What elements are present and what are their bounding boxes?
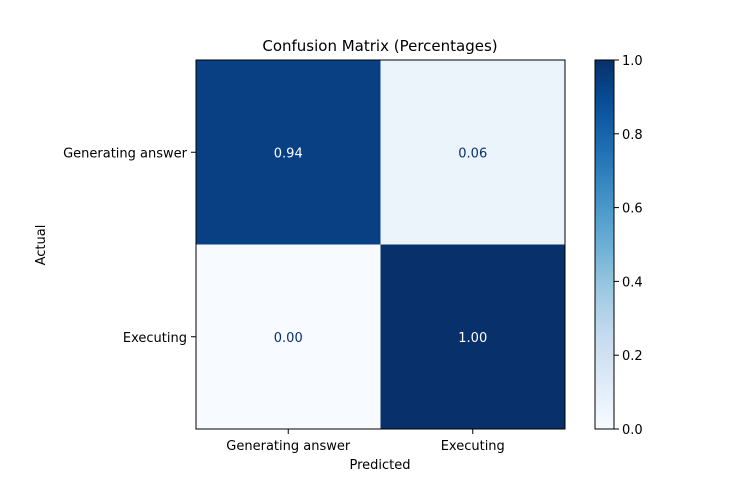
x-axis-label: Predicted bbox=[349, 458, 410, 473]
colorbar-tick-label: 0.4 bbox=[622, 275, 643, 290]
colorbar-tick-label: 0.6 bbox=[622, 202, 643, 217]
x-tick-label: Executing bbox=[441, 439, 505, 454]
y-axis-ticks: Generating answer Executing bbox=[63, 146, 196, 346]
heatmap-cell bbox=[196, 244, 381, 429]
y-tick-label: Executing bbox=[123, 331, 187, 346]
heatmap-cell bbox=[380, 244, 565, 429]
heatmap-cells: 0.94 0.06 0.00 1.00 bbox=[196, 60, 565, 429]
y-axis-label: Actual bbox=[34, 225, 49, 266]
cell-value-label: 1.00 bbox=[458, 331, 487, 346]
plot-frame bbox=[195, 59, 566, 430]
y-tick-label: Generating answer bbox=[63, 146, 188, 161]
colorbar-tick-label: 0.8 bbox=[622, 128, 643, 143]
cell-value-label: 0.06 bbox=[458, 146, 487, 161]
colorbar-tick-label: 1.0 bbox=[622, 54, 643, 69]
colorbar-gradient bbox=[594, 59, 615, 430]
chart-title: Confusion Matrix (Percentages) bbox=[262, 37, 497, 55]
cell-value-label: 0.00 bbox=[274, 331, 303, 346]
colorbar-ticks: 0.0 0.2 0.4 0.6 0.8 1.0 bbox=[614, 54, 643, 438]
x-tick-label: Generating answer bbox=[226, 439, 351, 454]
colorbar: 0.0 0.2 0.4 0.6 0.8 1.0 bbox=[594, 54, 643, 438]
heatmap-cell bbox=[196, 60, 381, 245]
colorbar-tick-label: 0.0 bbox=[622, 423, 643, 438]
cell-value-label: 0.94 bbox=[274, 146, 303, 161]
colorbar-tick-label: 0.2 bbox=[622, 349, 643, 364]
x-axis-ticks: Generating answer Executing bbox=[226, 429, 505, 454]
heatmap-cell bbox=[380, 60, 565, 245]
